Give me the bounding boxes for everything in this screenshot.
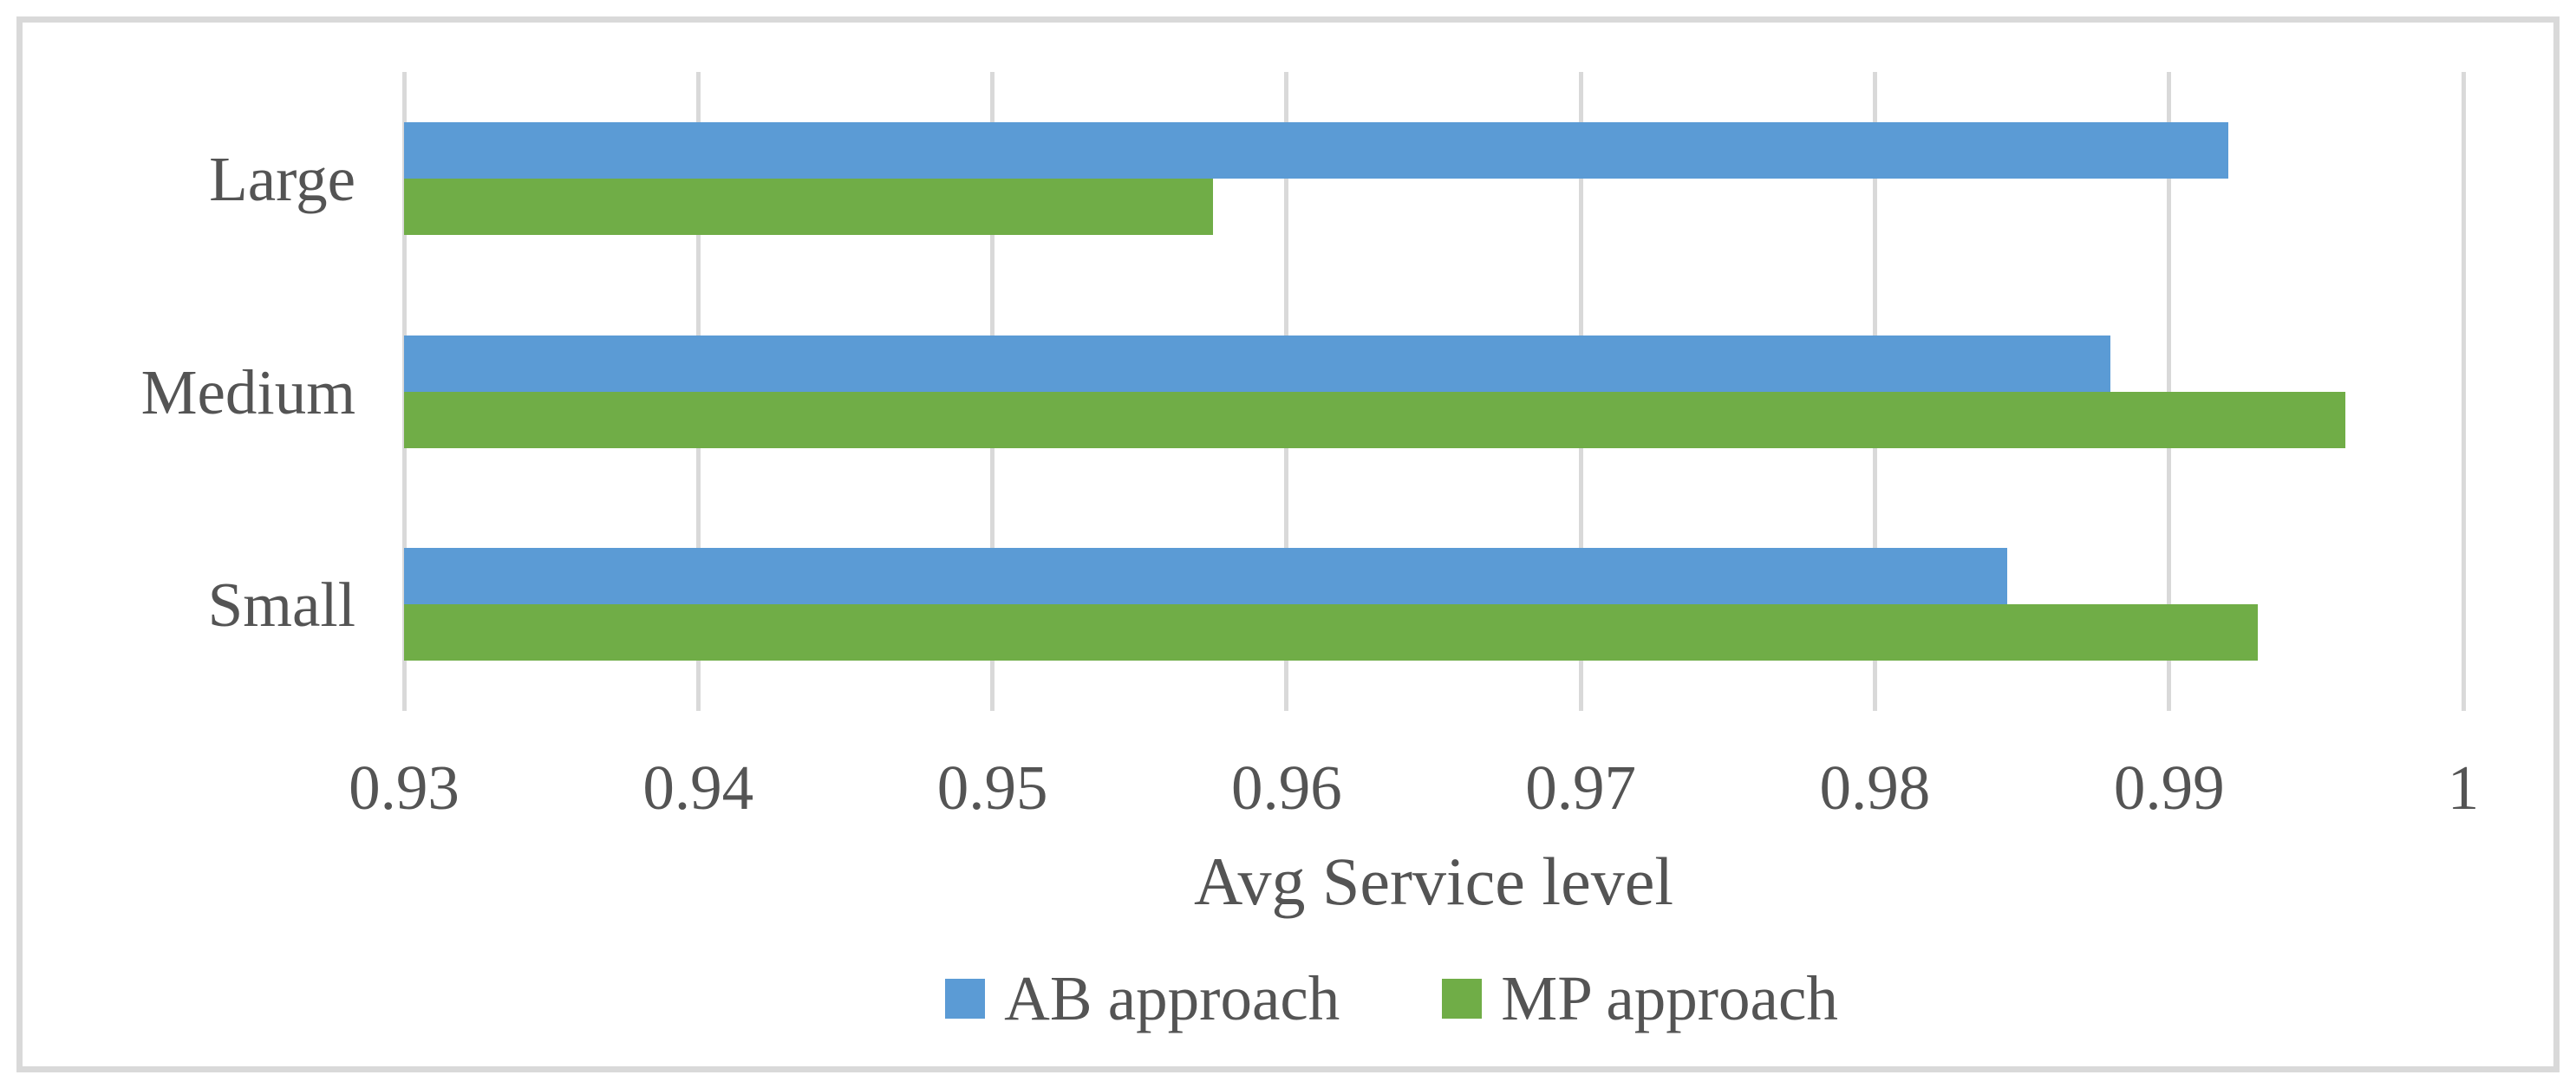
x-tick-label: 1 bbox=[2447, 752, 2480, 823]
x-tick-label: 0.98 bbox=[1819, 752, 1931, 823]
gridline-1 bbox=[2461, 72, 2466, 711]
bar-mp-medium bbox=[404, 391, 2346, 448]
bar-ab-small bbox=[404, 548, 2008, 605]
x-tick-label: 0.97 bbox=[1525, 752, 1637, 823]
plot-area bbox=[401, 72, 2466, 711]
bar-ab-large bbox=[404, 121, 2228, 179]
bar-mp-large bbox=[404, 178, 1214, 235]
legend-label: MP approach bbox=[1501, 963, 1838, 1033]
category-label-large: Large bbox=[209, 143, 355, 214]
x-tick-label: 0.93 bbox=[349, 752, 460, 823]
legend: AB approach MP approach bbox=[321, 964, 2462, 1033]
x-tick-label: 0.99 bbox=[2113, 752, 2225, 823]
legend-label: AB approach bbox=[1004, 963, 1340, 1033]
x-axis-title: Avg Service level bbox=[1193, 844, 1673, 919]
x-tick-label: 0.95 bbox=[936, 752, 1048, 823]
x-tick-label: 0.96 bbox=[1230, 752, 1342, 823]
legend-item-mp: MP approach bbox=[1442, 964, 1838, 1033]
x-tick-label: 0.94 bbox=[642, 752, 754, 823]
legend-swatch-icon bbox=[945, 979, 986, 1019]
legend-swatch-icon bbox=[1442, 979, 1483, 1019]
bar-mp-small bbox=[404, 604, 2258, 661]
category-label-medium: Medium bbox=[140, 356, 355, 427]
bar-ab-medium bbox=[404, 335, 2110, 392]
legend-item-ab: AB approach bbox=[945, 964, 1340, 1033]
category-label-small: Small bbox=[207, 570, 355, 641]
